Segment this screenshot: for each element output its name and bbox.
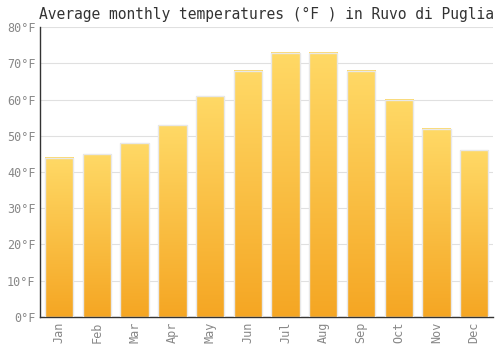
Bar [196, 96, 224, 317]
Bar [309, 52, 338, 317]
Bar [83, 154, 111, 317]
Bar [422, 129, 450, 317]
Bar [272, 52, 299, 317]
Bar [158, 125, 186, 317]
Bar [234, 71, 262, 317]
Bar [384, 100, 413, 317]
Title: Average monthly temperatures (°F ) in Ruvo di Puglia: Average monthly temperatures (°F ) in Ru… [39, 7, 494, 22]
Bar [45, 158, 74, 317]
Bar [120, 143, 149, 317]
Bar [460, 150, 488, 317]
Bar [347, 71, 375, 317]
